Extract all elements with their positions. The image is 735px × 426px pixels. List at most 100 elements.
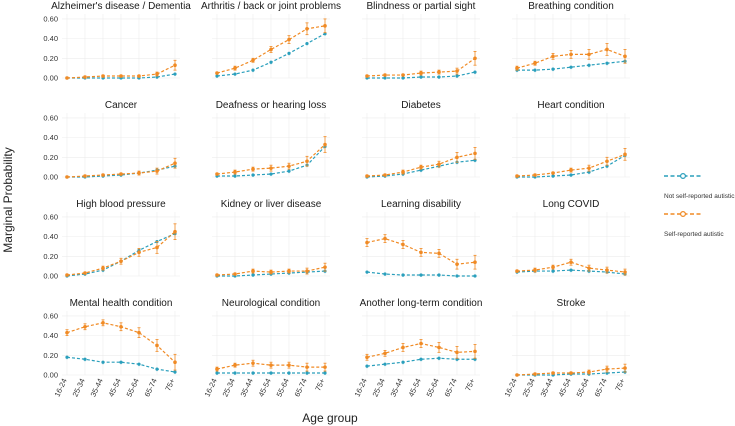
point-autistic [623,54,627,59]
x-tick-label: 55-64 [125,377,141,398]
point-not-autistic [305,41,309,46]
y-tick-label: 0.00 [43,272,58,281]
point-not-autistic [251,68,255,72]
point-not-autistic [137,362,141,366]
point-autistic [155,245,159,250]
point-autistic [233,272,237,276]
point-not-autistic [551,174,555,178]
x-tick-label: 16-24 [353,377,369,398]
point-autistic [605,47,609,52]
panel-title: Learning disability [381,199,461,210]
point-autistic [473,260,477,265]
panel-title: Mental health condition [70,298,173,309]
point-not-autistic [605,61,609,65]
point-autistic [233,66,237,70]
panel-title: Heart condition [537,100,604,111]
point-autistic [65,175,69,179]
point-autistic [233,170,237,174]
point-autistic [137,250,141,255]
point-autistic [551,171,555,175]
point-autistic [287,269,291,273]
panel-title: Kidney or liver disease [221,199,322,210]
point-not-autistic [251,173,255,177]
point-autistic [569,168,573,172]
point-autistic [101,266,105,270]
point-not-autistic [401,76,405,80]
x-tick-label: 45-54 [107,377,123,398]
point-autistic [419,165,423,169]
point-autistic [587,52,591,57]
point-autistic [587,370,591,374]
x-tick-label: 16-24 [203,377,219,398]
point-autistic [455,350,459,355]
panel: Diabetes [362,100,480,179]
point-autistic [173,360,177,365]
y-tick-label: 0.40 [43,34,58,43]
panel: Alzheimer's disease / Dementia 0.00 0.20 0.… [43,1,191,83]
point-not-autistic [173,72,177,76]
point-autistic [155,169,159,173]
point-autistic [365,174,369,178]
point-autistic [623,366,627,370]
point-autistic [323,265,327,269]
point-not-autistic [251,371,255,375]
point-not-autistic [455,74,459,78]
point-autistic [173,229,177,234]
panel-title: Another long-term condition [360,298,483,309]
panel: Blindness or partial sight [362,1,480,80]
point-not-autistic [569,65,573,69]
point-autistic [287,363,291,367]
point-autistic [215,273,219,277]
point-autistic [137,171,141,175]
x-tick-label: 65-74 [293,377,309,398]
point-not-autistic [269,60,273,64]
panel-title: Arthritis / back or joint problems [201,1,341,12]
point-autistic [551,54,555,59]
point-autistic [383,73,387,77]
y-tick-label: 0.00 [43,371,58,380]
point-autistic [305,269,309,273]
x-tick-label: 65-74 [143,377,159,398]
point-not-autistic [251,273,255,277]
x-tick-label: 25-34 [71,377,87,398]
point-autistic [473,56,477,61]
y-tick-label: 0.20 [43,153,58,162]
point-not-autistic [323,371,327,375]
x-tick-label: 35-44 [89,377,105,398]
point-autistic [365,355,369,360]
panel-title: Blindness or partial sight [367,1,476,12]
point-not-autistic [401,360,405,364]
point-autistic [101,321,105,325]
point-not-autistic [155,367,159,371]
y-tick-label: 0.60 [43,212,58,221]
point-autistic [383,236,387,241]
point-autistic [119,324,123,329]
point-autistic [587,166,591,170]
point-not-autistic [437,273,441,277]
point-autistic [119,259,123,264]
panel-title: Cancer [105,100,138,111]
point-autistic [305,365,309,369]
panel: Cancer 0.00 0.20 0.40 0.60 [43,100,180,182]
point-autistic [605,268,609,272]
point-not-autistic [383,272,387,276]
point-not-autistic [65,355,69,359]
y-tick-label: 0.60 [43,113,58,122]
point-not-autistic [101,360,105,364]
point-autistic [533,268,537,272]
x-tick-label: 55-64 [575,377,591,398]
panel-title: Alzheimer's disease / Dementia [51,1,191,12]
point-autistic [365,74,369,78]
point-autistic [569,52,573,57]
point-autistic [251,58,255,63]
y-tick-label: 0.00 [43,74,58,83]
point-autistic [137,330,141,335]
x-tick-label: 35-44 [239,377,255,398]
point-autistic [551,371,555,375]
y-tick-label: 0.40 [43,232,58,241]
point-autistic [383,173,387,177]
point-not-autistic [473,70,477,74]
point-autistic [83,271,87,275]
point-autistic [173,63,177,67]
point-autistic [233,363,237,367]
